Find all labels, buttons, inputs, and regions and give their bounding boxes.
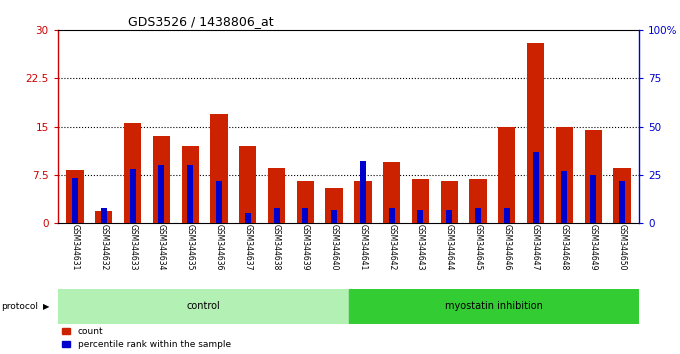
Bar	[182, 146, 199, 223]
Bar	[245, 213, 251, 223]
Text: ▶: ▶	[43, 302, 50, 311]
Bar	[158, 165, 165, 223]
Bar	[562, 171, 567, 223]
Text: protocol: protocol	[1, 302, 37, 311]
Bar	[389, 207, 394, 223]
Text: GSM344639: GSM344639	[301, 224, 310, 271]
Bar	[296, 181, 314, 223]
Bar	[498, 127, 515, 223]
Text: GSM344631: GSM344631	[71, 224, 80, 271]
Bar	[331, 210, 337, 223]
Text: GSM344642: GSM344642	[387, 224, 396, 271]
Text: GSM344634: GSM344634	[157, 224, 166, 271]
Bar	[590, 175, 596, 223]
Bar	[613, 169, 630, 223]
Bar	[441, 181, 458, 223]
Bar	[412, 179, 429, 223]
Text: GSM344645: GSM344645	[473, 224, 483, 271]
Bar	[153, 136, 170, 223]
Text: GSM344641: GSM344641	[358, 224, 367, 271]
Bar	[475, 207, 481, 223]
Bar	[504, 207, 510, 223]
Text: GDS3526 / 1438806_at: GDS3526 / 1438806_at	[128, 15, 273, 28]
Bar	[101, 208, 107, 223]
Bar	[216, 181, 222, 223]
Text: GSM344633: GSM344633	[128, 224, 137, 271]
Bar	[95, 211, 112, 223]
Bar	[58, 289, 348, 324]
Bar	[418, 210, 424, 223]
Text: GSM344649: GSM344649	[589, 224, 598, 271]
Bar	[130, 169, 135, 223]
Bar	[72, 178, 78, 223]
Bar	[556, 127, 573, 223]
Bar	[354, 181, 371, 223]
Bar	[187, 165, 193, 223]
Bar	[210, 114, 228, 223]
Text: GSM344637: GSM344637	[243, 224, 252, 271]
Bar	[360, 161, 366, 223]
Legend: count, percentile rank within the sample: count, percentile rank within the sample	[63, 327, 231, 349]
Bar	[585, 130, 602, 223]
Bar	[326, 188, 343, 223]
Bar	[239, 146, 256, 223]
Text: GSM344646: GSM344646	[503, 224, 511, 271]
Bar	[348, 289, 639, 324]
Bar	[619, 181, 625, 223]
Bar	[273, 207, 279, 223]
Text: GSM344640: GSM344640	[330, 224, 339, 271]
Text: control: control	[186, 301, 220, 311]
Bar	[532, 152, 539, 223]
Text: GSM344636: GSM344636	[214, 224, 224, 271]
Text: GSM344643: GSM344643	[416, 224, 425, 271]
Text: GSM344638: GSM344638	[272, 224, 281, 271]
Text: GSM344635: GSM344635	[186, 224, 194, 271]
Text: GSM344650: GSM344650	[617, 224, 626, 271]
Bar	[446, 210, 452, 223]
Bar	[469, 179, 487, 223]
Bar	[303, 207, 308, 223]
Bar	[268, 169, 285, 223]
Text: GSM344644: GSM344644	[445, 224, 454, 271]
Text: GSM344648: GSM344648	[560, 224, 569, 271]
Bar	[67, 170, 84, 223]
Bar	[383, 162, 401, 223]
Bar	[527, 43, 544, 223]
Text: myostatin inhibition: myostatin inhibition	[445, 301, 543, 311]
Text: GSM344632: GSM344632	[99, 224, 108, 271]
Bar	[124, 123, 141, 223]
Text: GSM344647: GSM344647	[531, 224, 540, 271]
